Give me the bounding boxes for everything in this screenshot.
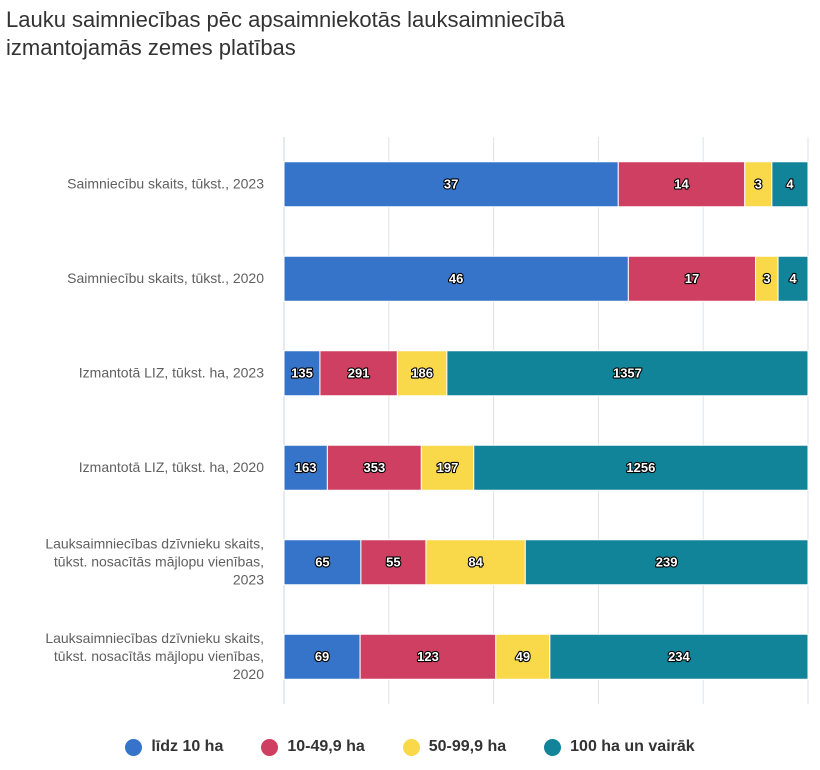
data-label: 353: [363, 460, 385, 475]
bar-segment: [627, 255, 757, 302]
bar-segment: [283, 444, 328, 491]
legend-item[interactable]: līdz 10 ha: [125, 738, 223, 756]
legend-label: 10-49,9 ha: [287, 738, 365, 755]
category-label: Izmantotā LIZ, tūkst. ha, 2023: [79, 364, 264, 380]
bar-segment: [744, 161, 773, 208]
legend-swatch: [261, 738, 279, 756]
data-label: 163: [295, 460, 317, 475]
chart-legend: līdz 10 ha 10-49,9 ha 50-99,9 ha 100 ha un …: [0, 734, 820, 760]
bar-segment: [360, 539, 427, 586]
data-label: 291: [348, 366, 370, 381]
data-label: 49: [516, 649, 530, 664]
legend-swatch: [544, 738, 562, 756]
data-label: 239: [656, 555, 678, 570]
bar-segment: [425, 539, 526, 586]
legend-swatch: [402, 738, 420, 756]
bar-segment: [549, 633, 809, 680]
data-label: 1357: [613, 366, 642, 381]
data-label: 65: [315, 555, 329, 570]
category-label: Saimniecību skaits, tūkst., 2020: [67, 269, 264, 285]
bar-segment: [473, 444, 809, 491]
chart-title: Lauku saimniecības pēc apsaimniekotās la…: [6, 6, 766, 62]
data-label: 69: [315, 649, 329, 664]
data-label: 84: [468, 555, 483, 570]
legend-item[interactable]: 100 ha un vairāk: [544, 738, 695, 756]
chart-title-line-2: izmantojamās zemes platības: [6, 35, 296, 60]
bar-segment: [283, 161, 619, 208]
legend-item[interactable]: 50-99,9 ha: [402, 738, 507, 756]
category-label: Izmantotā LIZ, tūkst. ha, 2020: [79, 458, 264, 474]
category-label: Lauksaimniecības dzīvnieku skaits, tūkst.…: [45, 535, 264, 587]
data-label: 3: [763, 271, 770, 286]
category-label: Saimniecību skaits, tūkst., 2023: [67, 175, 264, 191]
data-label: 135: [291, 366, 313, 381]
bar-segment: [326, 444, 422, 491]
bar-segment: [283, 255, 629, 302]
bar-segment: [319, 350, 398, 397]
data-label: 123: [417, 649, 439, 664]
stacked-bar-chart: Saimniecību skaits, tūkst., 2023 37 14 3 4 Sa…: [45, 137, 809, 704]
data-label: 186: [411, 366, 433, 381]
bar-segment: [283, 350, 321, 397]
bar-segment: [446, 350, 809, 397]
data-label: 4: [786, 177, 794, 192]
bar-segment: [283, 633, 361, 680]
data-label: 55: [386, 555, 400, 570]
bar-segment: [617, 161, 746, 208]
data-label: 197: [437, 460, 459, 475]
bar-segment: [777, 255, 809, 302]
bar-segment: [359, 633, 497, 680]
data-label: 4: [789, 271, 797, 286]
legend-label: līdz 10 ha: [151, 738, 224, 755]
data-label: 234: [668, 649, 690, 664]
bar-segment: [524, 539, 809, 586]
bar-segment: [771, 161, 809, 208]
data-label: 1256: [626, 460, 655, 475]
data-label: 14: [674, 177, 689, 192]
data-label: 3: [755, 177, 762, 192]
chart-title-line-1: Lauku saimniecības pēc apsaimniekotās la…: [6, 7, 565, 32]
bar-segment: [420, 444, 475, 491]
legend-item[interactable]: 10-49,9 ha: [261, 738, 365, 756]
data-label: 17: [685, 271, 699, 286]
legend-label: 100 ha un vairāk: [570, 738, 695, 755]
legend-label: 50-99,9 ha: [428, 738, 507, 755]
data-label: 37: [444, 177, 458, 192]
data-label: 46: [449, 271, 463, 286]
category-label: Lauksaimniecības dzīvnieku skaits, tūkst.…: [45, 629, 264, 681]
legend-swatch: [125, 738, 143, 756]
